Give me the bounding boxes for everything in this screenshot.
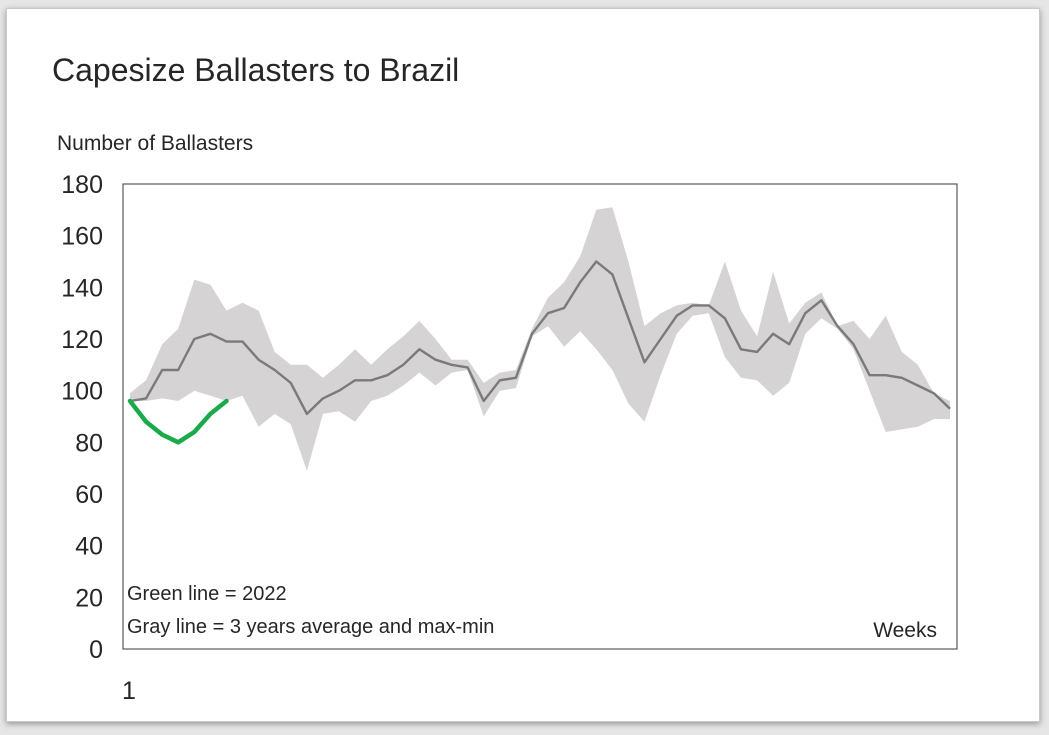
legend-note-gray: Gray line = 3 years average and max-min [127,616,494,638]
y-tick-label: 80 [75,429,103,457]
y-tick-label: 60 [75,481,103,509]
chart-card: Capesize Ballasters to Brazil Number of … [6,8,1040,722]
line-chart: Capesize Ballasters to Brazil Number of … [52,52,958,705]
x-axis-label: Weeks [873,619,937,642]
legend-note-green: Green line = 2022 [127,583,287,605]
chart-title: Capesize Ballasters to Brazil [52,52,459,88]
x-axis-ticks: 1 [122,677,136,705]
y-tick-label: 120 [61,326,103,354]
y-tick-label: 160 [61,223,103,251]
y-tick-label: 140 [61,274,103,302]
y-axis-label: Number of Ballasters [57,132,253,155]
y-axis-ticks: 0 20 40 60 80 100 120 140 160 180 [61,171,103,664]
y-tick-label: 40 [75,533,103,561]
y-tick-label: 0 [89,636,103,664]
x-tick-label: 1 [122,677,136,705]
average-line [129,260,951,416]
plot-area [127,207,951,471]
y-tick-label: 20 [75,584,103,612]
y-tick-label: 180 [61,171,103,199]
line-2022 [127,398,229,445]
max-min-band [130,207,950,471]
plot-frame [122,183,958,650]
y-tick-label: 100 [61,378,103,406]
